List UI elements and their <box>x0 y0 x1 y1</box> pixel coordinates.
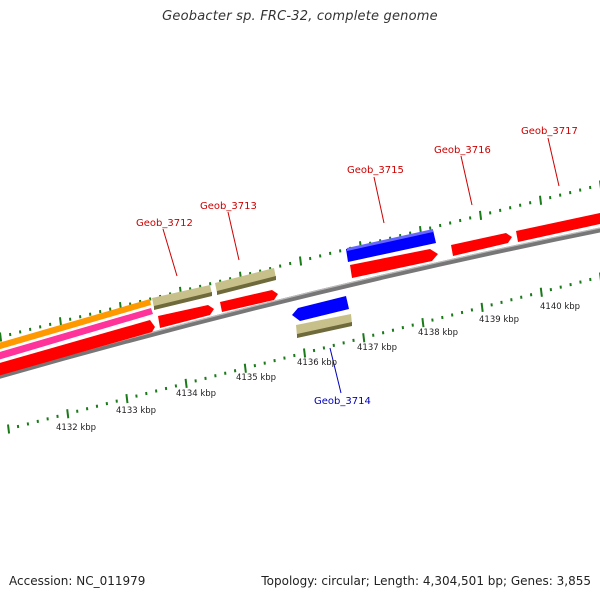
kbp-label: 4136 kbp <box>297 358 337 368</box>
leader-geob-3715 <box>373 176 385 224</box>
orange-feature <box>0 299 151 350</box>
kbp-label: 4139 kbp <box>479 315 519 325</box>
kbp-label: 4140 kbp <box>540 302 580 312</box>
lower-tick-track <box>7 272 600 434</box>
upper-tick-track <box>0 180 600 342</box>
gene-geob-3716-arrow[interactable] <box>451 233 512 256</box>
kbp-label: 4133 kbp <box>116 406 156 416</box>
red-feature-left <box>0 320 155 376</box>
blue-feature-upper-edge <box>347 229 433 251</box>
lower-tick <box>243 363 247 373</box>
gene-geob-3715-arrow[interactable] <box>350 249 438 278</box>
leader-geob-3714 <box>329 347 342 394</box>
upper-tick <box>299 256 303 266</box>
kbp-label: 4135 kbp <box>236 373 276 383</box>
kbp-label: 4137 kbp <box>357 343 397 353</box>
lower-tick <box>421 317 425 328</box>
khaki-feature-3 <box>296 314 352 336</box>
label-geob-3715: Geob_3715 <box>347 165 404 176</box>
leader-geob-3713 <box>227 211 240 261</box>
leader-geob-3716 <box>460 155 473 206</box>
khaki-feature-2 <box>215 268 276 293</box>
kbp-label: 4134 kbp <box>176 389 216 399</box>
leader-geob-3712 <box>162 228 178 277</box>
accession-label: Accession: NC_011979 <box>9 574 146 588</box>
lower-tick <box>7 424 11 434</box>
kbp-label: 4138 kbp <box>418 328 458 338</box>
label-geob-3716: Geob_3716 <box>434 145 491 156</box>
khaki-feature-2-edge <box>217 276 276 295</box>
kbp-label: 4132 kbp <box>56 423 96 433</box>
upper-tick <box>59 317 63 327</box>
khaki-feature-1 <box>152 285 212 308</box>
label-geob-3717: Geob_3717 <box>521 126 578 137</box>
blue-feature-upper <box>346 230 436 262</box>
genome-summary: Topology: circular; Length: 4,304,501 bp… <box>261 574 591 588</box>
label-geob-3714: Geob_3714 <box>314 396 371 407</box>
gene-geob-3714-arrow[interactable] <box>292 296 349 321</box>
label-geob-3713: Geob_3713 <box>200 201 257 212</box>
label-geob-3712: Geob_3712 <box>136 218 193 229</box>
lower-tick <box>66 409 70 419</box>
lower-tick <box>303 348 307 358</box>
upper-tick <box>0 332 3 342</box>
upper-tick <box>479 210 483 221</box>
lower-tick <box>480 302 484 313</box>
leader-geob-3717 <box>547 137 560 187</box>
khaki-feature-3-edge <box>297 322 352 338</box>
lower-tick <box>125 393 129 404</box>
lower-tick <box>539 287 543 297</box>
lower-tick <box>184 378 188 389</box>
pink-feature <box>0 308 153 360</box>
map-title: Geobacter sp. FRC-32, complete genome <box>162 9 438 24</box>
lower-tick <box>362 333 366 343</box>
khaki-feature-1-edge <box>154 292 212 310</box>
gene-geob-3713-arrow[interactable] <box>220 290 278 312</box>
gene-geob-3712-arrow[interactable] <box>158 305 214 328</box>
upper-tick <box>539 195 543 205</box>
gene-geob-3717-arrow[interactable] <box>516 213 600 242</box>
genome-backbone <box>0 227 600 379</box>
